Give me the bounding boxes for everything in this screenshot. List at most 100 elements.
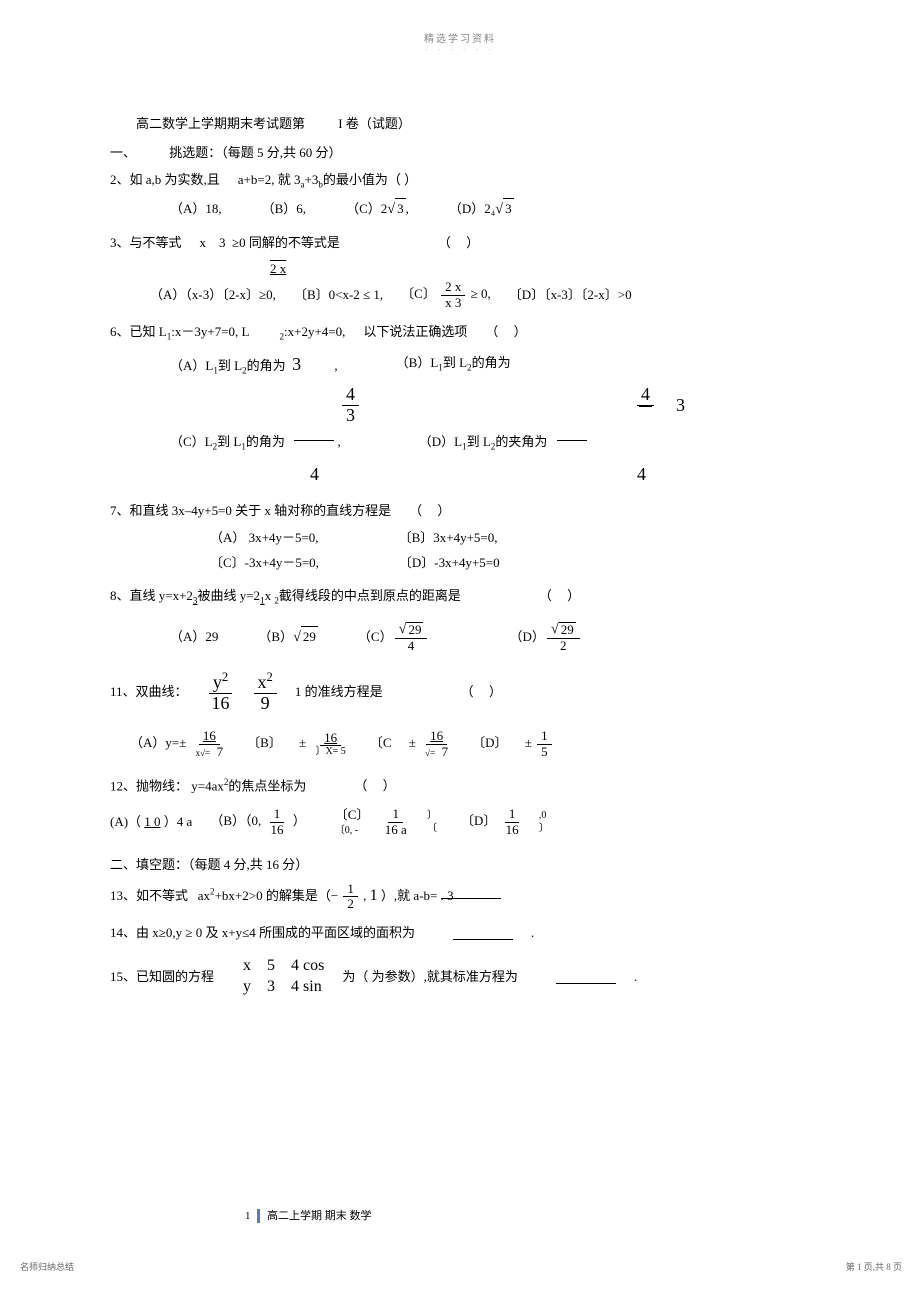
q12B-num: 1 — [270, 807, 285, 822]
q15-3: 3 — [267, 978, 275, 995]
q15-mid: 为（ 为参数）,就其标准方程为 — [342, 967, 518, 988]
fraction-icon: 16 〕X= 5 — [311, 731, 349, 757]
q11-optB: 〔B〕 ± 16 〕X= 5 — [247, 731, 352, 757]
sec1-text: 挑选题：（每题 5 分,共 60 分） — [169, 145, 341, 160]
q11-x: x — [258, 672, 267, 692]
q13-one: 1 — [370, 887, 378, 904]
section-2: 二、填空题：（每题 4 分,共 16 分） — [110, 855, 810, 876]
q8-stem: 8、直线 y=x+23被曲线 y=21x 2截得线段的中点到原点的距离是 — [110, 586, 461, 608]
q6-l2: :x+2y+4=0, — [284, 324, 345, 339]
q15-period: . — [634, 967, 637, 988]
fraction-icon: 1 5 — [537, 729, 552, 759]
content-area: 高二数学上学期期末考试题第 I 卷（试题） 一、 挑选题：（每题 5 分,共 6… — [0, 54, 920, 998]
q8D-den: 2 — [556, 639, 571, 653]
q11B-den: X= 5 — [325, 746, 345, 757]
q2-optC: （C）2 3 , — [346, 198, 409, 221]
q13-comma: , — [363, 888, 366, 903]
q12B-den: 16 — [267, 823, 288, 837]
q12A-pre: (A)（ — [110, 814, 141, 829]
question-15: 15、已知圆的方程 x 5 4 cos y 3 4 sin 为（ 为参数）,就其… — [110, 956, 810, 998]
q3-optC-num: 2 x — [441, 280, 465, 295]
q11D-den: 5 — [537, 745, 552, 759]
fraction-icon: 1 16 — [502, 807, 523, 837]
q3-ge: ≥0 同解的不等式是 — [232, 235, 340, 250]
q13-ans: . 3 — [441, 888, 454, 903]
exam-title: 高二数学上学期期末考试题第 I 卷（试题） — [110, 114, 810, 135]
q8-tail: 截得线段的中点到原点的距离是 — [279, 588, 461, 603]
q15-5: 5 — [267, 957, 275, 974]
q3-optB: 〔B〕0<x-2 ≤ 1, — [294, 285, 383, 306]
bracket-icon: 〔C〕 〔0, - — [330, 807, 370, 837]
q12-stem: 12、抛物线： y=4ax2的焦点坐标为 — [110, 775, 306, 797]
q2-stem: 2、如 a,b 为实数,且 — [110, 170, 220, 191]
question-13: 13、如不等式 ax2+bx+2>0 的解集是（− 1 2 , 1 ）,就 a-… — [110, 882, 810, 912]
q2-optB: （B）6, — [262, 199, 306, 220]
q2-cond-b: +3 — [305, 172, 319, 187]
q11-term2: x2 9 — [254, 671, 277, 714]
title-text: 高二数学上学期期末考试题第 — [136, 116, 305, 131]
q6-f3a: 3 — [342, 406, 359, 426]
q15-x: x — [243, 957, 251, 974]
q2-optA: （A）18, — [170, 199, 222, 220]
q7-stem: 7、和直线 3x–4y+5=0 关于 x 轴对称的直线方程是 — [110, 501, 391, 522]
q11-optA: （A）y=± 16 x√= 7 — [130, 729, 229, 759]
q6A-mid: 到 L — [218, 358, 242, 373]
q6-fracL: 4 3 — [342, 385, 359, 426]
q8D-rad: 29 — [559, 622, 576, 637]
q7-optC: 〔C〕-3x+4y－5=0, — [210, 553, 319, 574]
sqrt-icon: 29 — [399, 622, 424, 638]
header-top: 精选学习资料 — [0, 0, 920, 45]
q3-x: x — [200, 235, 207, 250]
q6-optC: （C）L2到 L1的角为 , — [170, 432, 341, 454]
q11-term1: y2 16 — [208, 671, 234, 714]
q11-optD: 〔D〕 ± 1 5 — [472, 729, 554, 759]
q8-x: x — [265, 588, 272, 603]
sqrt-icon: 3 — [495, 198, 513, 221]
q2-optC-rad: 3 — [395, 198, 406, 220]
fraction-icon: 16 x√= 7 — [192, 729, 228, 759]
q11B-num: 16 — [320, 731, 341, 746]
q6B-mid: 到 L — [443, 355, 467, 370]
q11-options: （A）y=± 16 x√= 7 〔B〕 ± 16 〕X= 5 〔C ± 16 — [130, 729, 810, 759]
q3-expr: x 3 ≥0 同解的不等式是 — [200, 233, 340, 254]
q11D-pm: ± — [525, 735, 532, 750]
question-12: 12、抛物线： y=4ax2的焦点坐标为 （ ） (A)（ 1 0 ）4 a （… — [110, 775, 810, 837]
q8-options: （A）29 （B） 29 （C） 29 4 （D） 29 2 — [170, 622, 810, 653]
sqrt-icon: 29 — [293, 626, 318, 649]
q6-fracs: 4 3 4 3 — [340, 385, 810, 427]
q12-optD: 〔D〕 1 16 ,0 〕 — [461, 807, 555, 837]
question-8: 8、直线 y=x+23被曲线 y=21x 2截得线段的中点到原点的距离是 （ ）… — [110, 586, 810, 653]
q11A-den: 7 — [217, 744, 224, 759]
q11A-num: 16 — [199, 729, 220, 744]
q3-optD: 〔D〕〔x-3〕〔2-x〕>0 — [509, 285, 632, 306]
title-part2: I 卷（试题） — [338, 116, 411, 131]
q6-f4a: 4 — [342, 385, 359, 406]
bracket-icon: ,0 〕 — [534, 809, 549, 835]
q7-cd: 〔C〕-3x+4y－5=0, 〔D〕-3x+4y+5=0 — [210, 553, 810, 574]
question-3: 3、与不等式 x 3 ≥0 同解的不等式是 （ ） 2 x （A）（x-3）〔2… — [110, 233, 810, 310]
sqrt-icon: 29 — [551, 622, 576, 638]
q7-ab: （A） 3x+4y－5=0, 〔B〕3x+4y+5=0, — [210, 528, 810, 549]
q2-cond3: 的最小值为（ — [323, 172, 401, 187]
q6C-to: 到 L — [217, 434, 241, 449]
q11-optC: 〔C ± 16 √= 7 — [370, 729, 454, 759]
q6-fours: 4 4 — [310, 460, 810, 489]
q15-4cos: 4 cos — [291, 957, 324, 974]
q13-stem: 13、如不等式 ax2+bx+2>0 的解集是（− 1 2 , 1 ）,就 a-… — [110, 882, 501, 912]
q8-paren: （ ） — [539, 586, 586, 607]
sqrt-icon: 3 — [387, 198, 405, 221]
q8C-den: 4 — [404, 639, 419, 653]
footer-left: 名师归纳总结 — [20, 1260, 74, 1273]
q11B-pm: ± — [299, 735, 306, 750]
q12D-den: 16 — [502, 823, 523, 837]
q11-9: 9 — [257, 694, 274, 714]
q12C-pre: 〔C〕 — [335, 807, 370, 824]
q12-tail: 的焦点坐标为 — [228, 778, 306, 793]
fraction-icon: 16 √= 7 — [421, 729, 452, 759]
pagemark-text: 高二上学期 期末 数学 — [267, 1210, 372, 1222]
header-sub: - - - - - - — [0, 45, 920, 54]
q8-a: 8、直线 y=x+2 — [110, 588, 193, 603]
q12C-den: 16 a — [381, 823, 411, 837]
q11A-pre: （A）y=± — [130, 735, 186, 750]
bracket-icon: 〕 〔 — [422, 809, 437, 835]
